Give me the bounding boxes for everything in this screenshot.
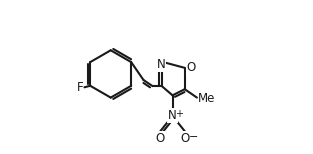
- Text: +: +: [175, 109, 183, 119]
- Text: Me: Me: [198, 92, 216, 105]
- Text: O: O: [180, 132, 189, 145]
- Text: O: O: [156, 132, 165, 145]
- Text: N: N: [168, 109, 177, 122]
- Text: −: −: [188, 132, 198, 142]
- Text: F: F: [77, 81, 84, 94]
- Text: N: N: [157, 58, 166, 71]
- Text: O: O: [186, 61, 196, 74]
